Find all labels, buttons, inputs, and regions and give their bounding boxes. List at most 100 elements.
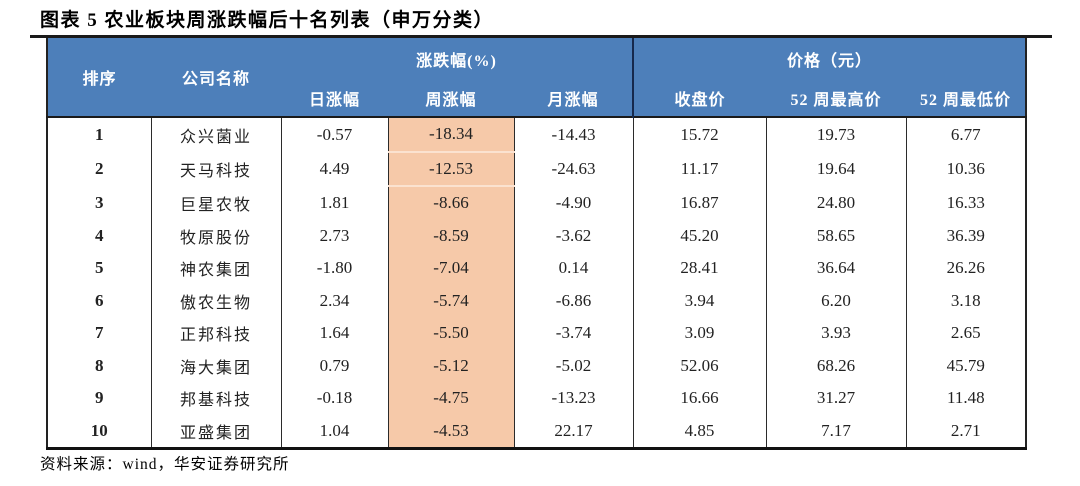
cell-low52: 26.26 (905, 252, 1027, 285)
cell-day: 2.34 (280, 284, 388, 317)
cell-close: 15.72 (632, 117, 767, 152)
cell-day: -0.18 (280, 382, 388, 415)
cell-week: -4.75 (387, 382, 514, 415)
header-rank: 排序 (47, 38, 151, 117)
cell-low52: 2.71 (905, 414, 1027, 449)
table-row: 9 邦基科技 -0.18 -4.75 -13.23 16.66 31.27 11.48 (47, 382, 1027, 415)
cell-high52: 19.64 (765, 151, 907, 186)
table-row: 4 牧原股份 2.73 -8.59 -3.62 45.20 58.65 36.39 (47, 219, 1027, 252)
cell-name: 天马科技 (150, 151, 281, 186)
cell-low52: 2.65 (905, 317, 1027, 350)
cell-name: 牧原股份 (150, 219, 281, 252)
cell-week: -7.04 (387, 252, 514, 285)
cell-month: -3.62 (513, 219, 634, 252)
cell-close: 3.09 (632, 317, 767, 350)
cell-day: 2.73 (280, 219, 388, 252)
cell-close: 11.17 (632, 151, 767, 186)
table-row: 6 傲农生物 2.34 -5.74 -6.86 3.94 6.20 3.18 (47, 284, 1027, 317)
cell-rank: 6 (47, 284, 151, 317)
header-week-change: 周涨幅 (388, 80, 514, 117)
header-change-group: 涨跌幅(%) (281, 38, 634, 80)
cell-day: 4.49 (280, 151, 388, 186)
cell-month: -5.02 (513, 349, 634, 382)
table-row: 8 海大集团 0.79 -5.12 -5.02 52.06 68.26 45.79 (47, 349, 1027, 382)
header-day-change: 日涨幅 (281, 80, 388, 117)
cell-rank: 10 (47, 414, 151, 449)
header-group-row: 排序 公司名称 涨跌幅(%) 价格（元） (47, 38, 1027, 117)
cell-high52: 19.73 (765, 117, 907, 152)
cell-low52: 36.39 (905, 219, 1027, 252)
cell-week: -12.53 (387, 151, 514, 187)
cell-close: 52.06 (632, 349, 767, 382)
cell-low52: 16.33 (905, 186, 1027, 220)
cell-close: 28.41 (632, 252, 767, 285)
cell-month: -24.63 (513, 151, 634, 186)
table-row: 1 众兴菌业 -0.57 -18.34 -14.43 15.72 19.73 6.77 (47, 117, 1027, 153)
cell-month: -6.86 (513, 284, 634, 317)
cell-month: 22.17 (513, 414, 634, 449)
cell-day: 0.79 (280, 349, 388, 382)
cell-month: 0.14 (513, 252, 634, 285)
cell-low52: 10.36 (905, 151, 1027, 186)
cell-day: 1.81 (280, 186, 388, 220)
cell-high52: 24.80 (765, 186, 907, 220)
cell-high52: 6.20 (765, 284, 907, 317)
cell-low52: 11.48 (905, 382, 1027, 415)
table-row: 7 正邦科技 1.64 -5.50 -3.74 3.09 3.93 2.65 (47, 317, 1027, 350)
cell-month: -3.74 (513, 317, 634, 350)
cell-name: 亚盛集团 (150, 414, 281, 449)
source-note: 资料来源：wind，华安证券研究所 (40, 456, 290, 473)
cell-high52: 3.93 (765, 317, 907, 350)
cell-low52: 6.77 (905, 117, 1027, 152)
cell-rank: 5 (47, 252, 151, 285)
cell-close: 16.66 (632, 382, 767, 415)
cell-week: -5.50 (387, 317, 514, 350)
cell-week: -5.12 (387, 349, 514, 382)
cell-name: 正邦科技 (150, 317, 281, 350)
cell-high52: 31.27 (765, 382, 907, 415)
table-row: 5 神农集团 -1.80 -7.04 0.14 28.41 36.64 26.26 (47, 252, 1027, 285)
cell-month: -14.43 (513, 117, 634, 152)
cell-week: -8.66 (387, 186, 514, 220)
cell-low52: 45.79 (905, 349, 1027, 382)
cell-rank: 2 (47, 151, 151, 186)
cell-week: -8.59 (387, 219, 514, 252)
cell-name: 神农集团 (150, 252, 281, 285)
table-row: 10 亚盛集团 1.04 -4.53 22.17 4.85 7.17 2.71 (47, 414, 1027, 449)
table-header: 排序 公司名称 涨跌幅(%) 价格（元） 日涨幅 周涨幅 月涨幅 收盘价 52 … (47, 38, 1027, 117)
cell-name: 众兴菌业 (150, 117, 281, 152)
cell-day: -1.80 (280, 252, 388, 285)
cell-rank: 7 (47, 317, 151, 350)
cell-name: 邦基科技 (150, 382, 281, 415)
header-month-change: 月涨幅 (514, 80, 634, 117)
cell-rank: 9 (47, 382, 151, 415)
cell-rank: 8 (47, 349, 151, 382)
cell-rank: 3 (47, 186, 151, 220)
cell-rank: 1 (47, 117, 151, 152)
cell-high52: 7.17 (765, 414, 907, 449)
header-sub-row: 日涨幅 周涨幅 月涨幅 收盘价 52 周最高价 52 周最低价 (47, 80, 1027, 117)
table-body: 1 众兴菌业 -0.57 -18.34 -14.43 15.72 19.73 6.77 2 天马科… (47, 117, 1027, 449)
cell-name: 海大集团 (150, 349, 281, 382)
cell-high52: 36.64 (765, 252, 907, 285)
cell-name: 傲农生物 (150, 284, 281, 317)
header-price-group: 价格（元） (632, 38, 1027, 80)
data-table: 排序 公司名称 涨跌幅(%) 价格（元） 日涨幅 周涨幅 月涨幅 收盘价 52 … (46, 38, 1028, 450)
cell-day: 1.64 (280, 317, 388, 350)
cell-close: 3.94 (632, 284, 767, 317)
cell-day: -0.57 (280, 117, 388, 152)
table-row: 2 天马科技 4.49 -12.53 -24.63 11.17 19.64 10.36 (47, 151, 1027, 187)
table-row: 3 巨星农牧 1.81 -8.66 -4.90 16.87 24.80 16.33 (47, 186, 1027, 220)
cell-name: 巨星农牧 (150, 186, 281, 220)
cell-low52: 3.18 (905, 284, 1027, 317)
cell-close: 16.87 (632, 186, 767, 220)
header-52w-high: 52 周最高价 (766, 80, 907, 117)
figure-title: 图表 5 农业板块周涨跌幅后十名列表（申万分类） (40, 10, 495, 31)
cell-week: -5.74 (387, 284, 514, 317)
cell-week: -4.53 (387, 414, 514, 449)
header-52w-low: 52 周最低价 (906, 80, 1027, 117)
cell-high52: 68.26 (765, 349, 907, 382)
cell-high52: 58.65 (765, 219, 907, 252)
cell-rank: 4 (47, 219, 151, 252)
